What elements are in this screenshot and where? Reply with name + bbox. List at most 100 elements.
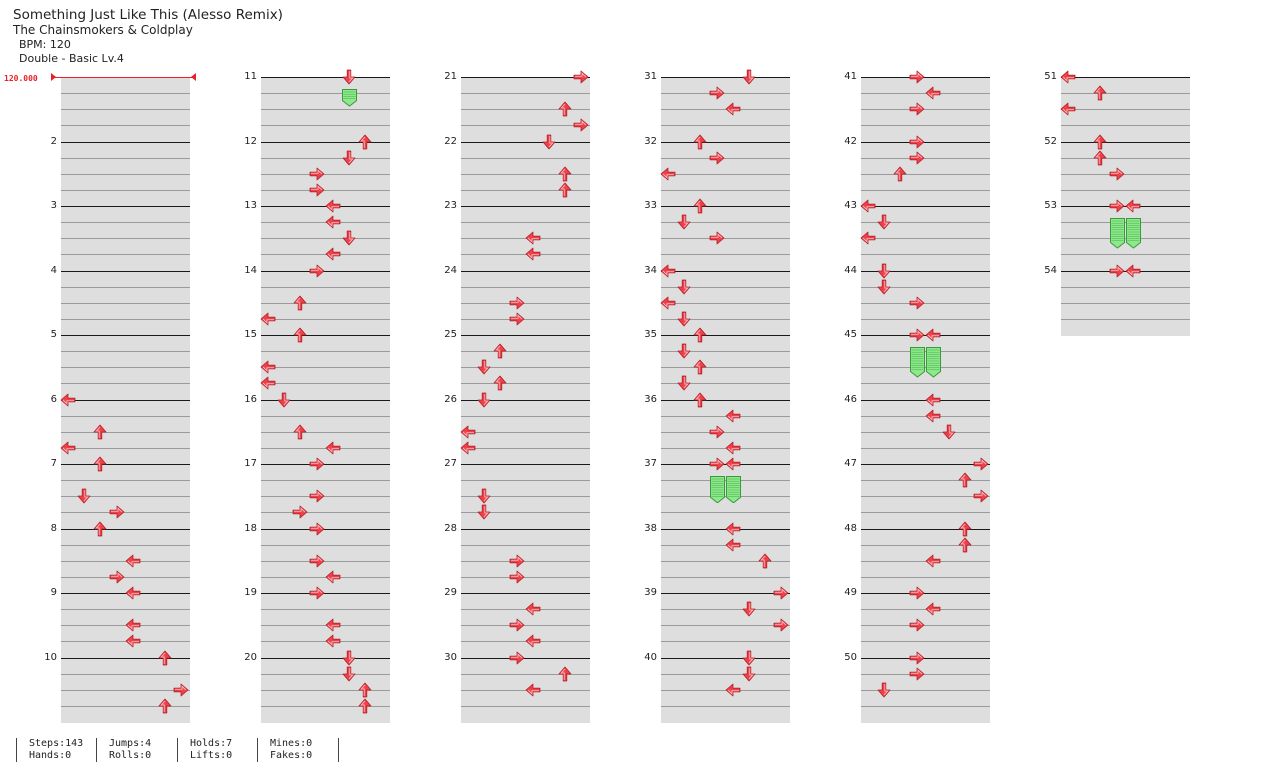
beat-line <box>861 157 990 159</box>
measure-number: 34 <box>644 264 657 276</box>
arrow-right-icon <box>509 569 525 585</box>
measure-line <box>461 593 590 594</box>
arrow-right-icon <box>509 295 525 311</box>
song-bpm: BPM: 120 <box>19 38 71 51</box>
beat-band <box>261 594 390 610</box>
beat-band <box>661 78 790 94</box>
beat-band <box>61 513 190 530</box>
stat-lifts: Lifts:0 <box>190 750 233 761</box>
beat-line <box>61 93 190 95</box>
arrow-up-icon <box>557 101 573 117</box>
beat-band <box>661 497 790 514</box>
beat-band <box>461 448 590 465</box>
beat-band <box>61 658 190 675</box>
beat-line <box>61 641 190 643</box>
stat-cell-holds: Holds:7 Lifts:0 <box>177 738 258 762</box>
beat-band <box>861 126 990 143</box>
beat-band <box>861 481 990 498</box>
beat-band <box>861 497 990 514</box>
arrow-right-icon <box>309 585 325 601</box>
beat-band <box>261 513 390 530</box>
beat-line <box>261 125 390 127</box>
hold-note <box>725 476 741 504</box>
beat-band <box>261 126 390 143</box>
beat-line <box>61 560 190 562</box>
measure-line <box>461 399 590 401</box>
arrow-left-icon <box>925 85 941 101</box>
arrow-right-icon <box>709 150 725 166</box>
measure-number: 32 <box>644 135 657 147</box>
beat-band <box>861 110 990 127</box>
beat-line <box>661 512 790 514</box>
beat-line <box>461 512 590 514</box>
beat-band <box>461 465 590 481</box>
beat-band <box>661 287 790 304</box>
arrow-up-icon <box>292 327 308 343</box>
beat-line <box>61 431 190 433</box>
measure-line <box>461 141 590 143</box>
arrow-left-icon <box>125 585 141 601</box>
arrow-up-icon <box>557 166 573 182</box>
beat-line <box>461 415 590 417</box>
beat-line <box>861 689 990 691</box>
beat-line <box>661 367 790 369</box>
beat-band <box>261 174 390 191</box>
beat-band <box>61 255 190 272</box>
measure-number: 52 <box>1044 135 1057 147</box>
beat-band <box>1061 303 1190 320</box>
arrow-down-icon <box>476 488 492 504</box>
measure-number: 17 <box>244 458 257 469</box>
arrow-right-icon <box>709 456 725 472</box>
beat-band <box>1061 207 1190 223</box>
measure-number: 20 <box>244 651 257 663</box>
beat-band <box>861 223 990 240</box>
arrow-down-icon <box>941 424 957 440</box>
measure-line <box>261 141 390 143</box>
arrow-left-icon <box>660 263 676 279</box>
beat-line <box>861 641 990 643</box>
beat-band <box>661 223 790 240</box>
arrow-left-icon <box>725 408 741 424</box>
arrow-right-icon <box>509 311 525 327</box>
beat-band <box>61 642 190 659</box>
beat-line <box>461 544 590 546</box>
measure-line <box>261 593 390 594</box>
beat-band <box>861 642 990 659</box>
beat-band <box>861 400 990 417</box>
beat-line <box>461 641 590 643</box>
arrow-left-icon <box>260 311 276 327</box>
arrow-up-icon <box>892 166 908 182</box>
beat-band <box>661 658 790 675</box>
beat-band <box>61 207 190 223</box>
beat-band <box>1061 78 1190 94</box>
beat-line <box>61 302 190 304</box>
beat-band <box>461 577 590 594</box>
beat-line <box>261 641 390 643</box>
beat-band <box>261 706 390 723</box>
beat-band <box>61 158 190 175</box>
arrow-left-icon <box>860 198 876 214</box>
beat-line <box>261 415 390 417</box>
beat-band <box>661 529 790 546</box>
arrow-left-icon <box>460 440 476 456</box>
arrow-left-icon <box>325 440 341 456</box>
beat-band <box>261 142 390 159</box>
beat-band <box>61 497 190 514</box>
beat-line <box>61 512 190 514</box>
beat-band <box>661 416 790 433</box>
arrow-right-icon <box>292 504 308 520</box>
beat-line <box>261 222 390 224</box>
beat-band <box>461 126 590 143</box>
beat-band <box>461 303 590 320</box>
arrow-right-icon <box>509 617 525 633</box>
measure-number: 19 <box>244 587 257 598</box>
beat-band <box>61 706 190 723</box>
beat-line <box>861 431 990 433</box>
measure-number: 2 <box>50 135 57 147</box>
measure-line <box>261 270 390 272</box>
beat-band <box>1061 174 1190 191</box>
measure-number: 30 <box>444 651 457 663</box>
arrow-left-icon <box>125 633 141 649</box>
beat-line <box>461 689 590 691</box>
beat-band <box>861 368 990 385</box>
